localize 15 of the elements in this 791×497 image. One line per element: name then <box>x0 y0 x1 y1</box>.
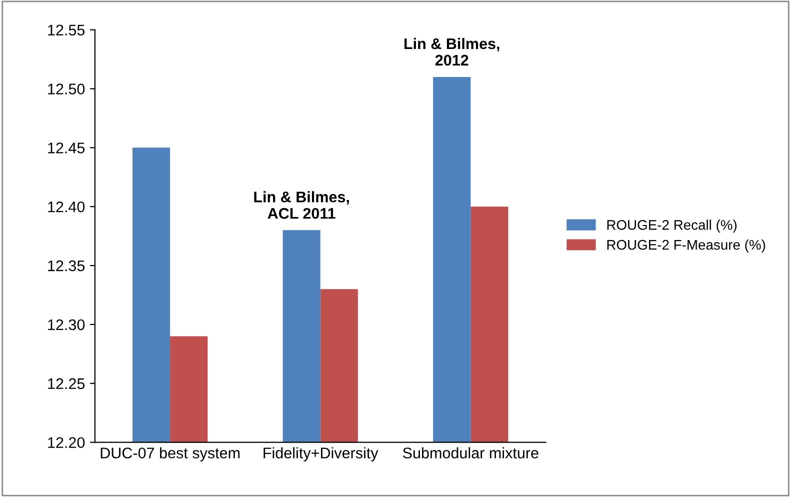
y-tick-label: 12.25 <box>48 378 85 390</box>
y-tick-label: 12.20 <box>48 437 85 448</box>
x-tick-label: Fidelity+Diversity <box>264 447 378 462</box>
y-tick-label: 12.50 <box>48 84 85 94</box>
annotation: Lin & Bilmes, ACL 2011 <box>254 191 349 219</box>
annotation: Lin & Bilmes, 2012 <box>404 38 500 66</box>
y-tick-label: 12.45 <box>48 142 85 154</box>
y-tick-label: 12.30 <box>48 319 85 330</box>
y-tick-label: 12.35 <box>48 260 85 272</box>
x-tick-label: DUC-07 best system <box>100 447 240 462</box>
legend-label: ROUGE-2 F-Measure (%) <box>607 240 766 252</box>
y-tick-label: 12.40 <box>48 201 85 212</box>
legend-label: ROUGE-2 Recall (%) <box>607 220 737 233</box>
y-tick-label: 12.55 <box>48 24 85 36</box>
x-tick-label: Submodular mixture <box>402 447 538 458</box>
